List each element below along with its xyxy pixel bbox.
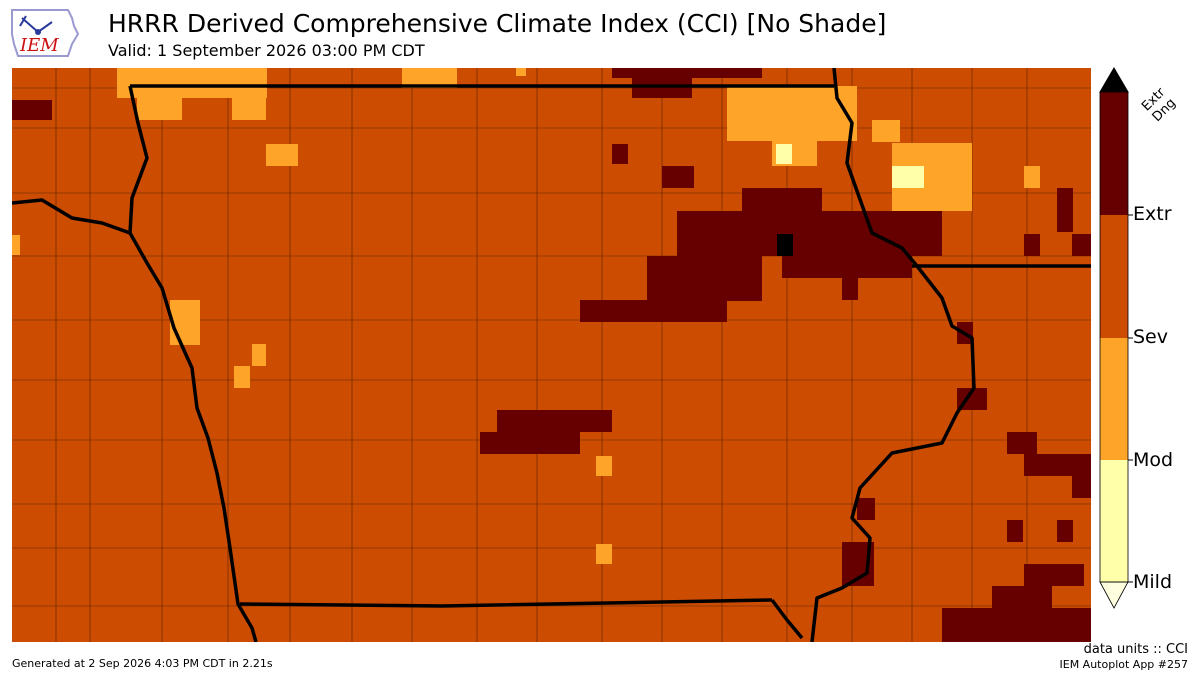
state-boundaries — [12, 68, 1091, 642]
legend-label-mild: Mild — [1133, 571, 1173, 593]
iem-logo: IEM — [11, 9, 80, 57]
logo-text: IEM — [19, 35, 59, 56]
data-units-label: data units :: CCI — [1083, 642, 1188, 657]
cci-map — [12, 68, 1091, 642]
legend-over-arrow — [1099, 67, 1129, 93]
extreme-danger-areas — [12, 68, 1091, 642]
moderate-areas — [776, 144, 924, 188]
severe-areas — [12, 68, 1040, 564]
legend-swatch-severe — [1100, 338, 1128, 460]
color-legend — [1099, 67, 1133, 609]
app-credit: IEM Autoplot App #257 — [1059, 658, 1189, 671]
legend-label-sev: Sev — [1133, 326, 1168, 348]
legend-label-extr: Extr — [1133, 203, 1172, 225]
legend-under-arrow — [1099, 581, 1129, 609]
legend-swatch-extreme-danger — [1100, 92, 1128, 215]
missouri-river-border — [128, 85, 258, 642]
legend-swatch-extreme — [1100, 215, 1128, 338]
generated-timestamp: Generated at 2 Sep 2026 4:03 PM CDT in 2… — [12, 657, 273, 670]
over-range-cell — [777, 234, 793, 256]
iowa-missouri-border — [239, 598, 773, 608]
iowa-outline-icon — [11, 9, 80, 57]
legend-label-mod: Mod — [1133, 449, 1174, 471]
legend-swatch-moderate — [1100, 460, 1128, 582]
map-valid-time: Valid: 1 September 2026 03:00 PM CDT — [108, 41, 425, 60]
sioux-city-border — [12, 198, 131, 235]
mississippi-river-border — [810, 68, 976, 642]
southeast-missouri-border — [770, 598, 804, 640]
map-title: HRRR Derived Comprehensive Climate Index… — [108, 9, 887, 38]
